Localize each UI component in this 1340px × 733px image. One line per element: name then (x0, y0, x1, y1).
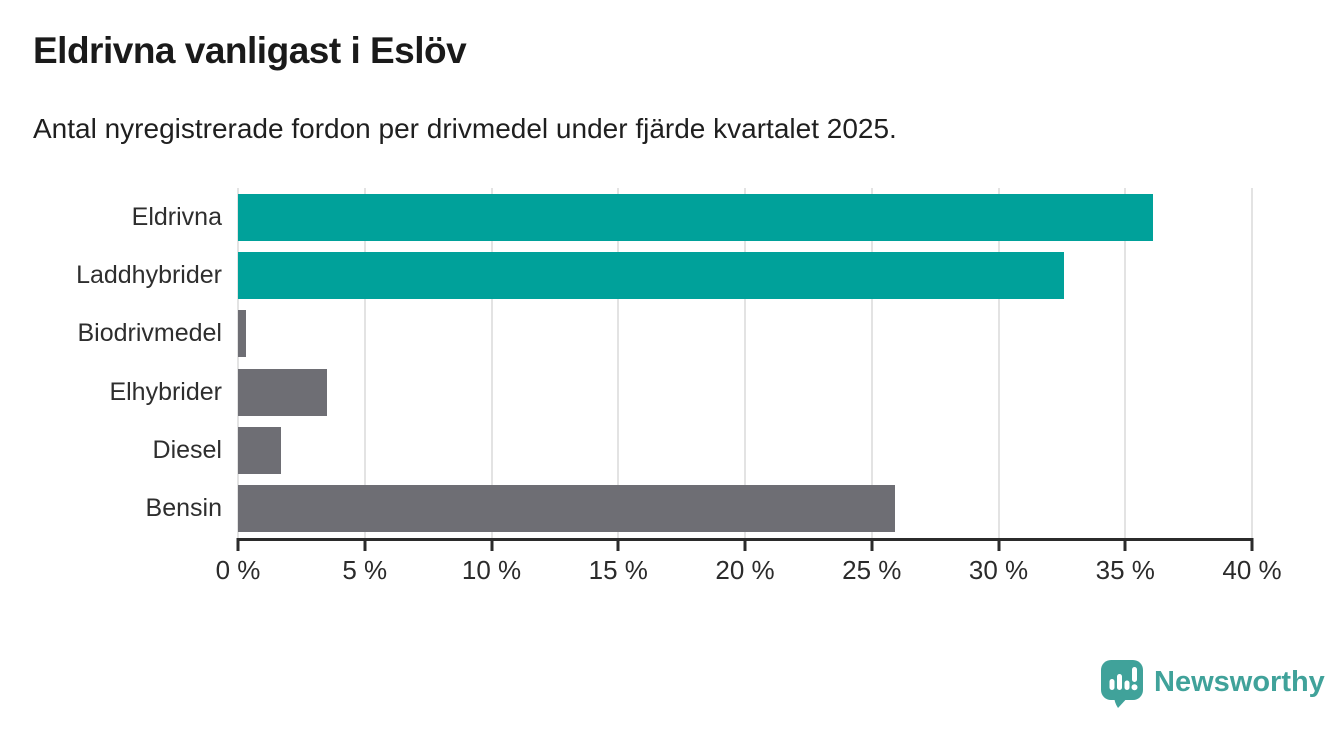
gridline (1251, 188, 1253, 538)
bar-row (238, 305, 1252, 363)
x-axis-tick (743, 538, 747, 551)
bar-laddhybrider (238, 251, 1065, 299)
category-label: Biodrivmedel (77, 319, 222, 348)
x-axis-tick-label: 10 % (461, 555, 522, 585)
x-axis-tick (616, 538, 620, 551)
bar-elhybrider (238, 368, 327, 416)
chart-title: Eldrivna vanligast i Eslöv (33, 30, 467, 71)
x-axis-tick (363, 538, 367, 551)
x-axis-tick-label: 20 % (715, 555, 775, 585)
bar-row (238, 188, 1252, 246)
gridline (1124, 188, 1127, 538)
x-axis-tick-label: 30 % (968, 555, 1029, 585)
gridline (997, 188, 1000, 538)
x-axis-tick-label: 35 % (1095, 555, 1155, 585)
gridline (870, 188, 873, 538)
bar-row (238, 246, 1252, 304)
x-axis-tick (1123, 538, 1127, 551)
x-axis-tick (236, 538, 240, 551)
category-label: Eldrivna (131, 202, 222, 231)
x-axis-tick-label: 15 % (588, 555, 648, 585)
bar-biodrivmedel (238, 310, 246, 358)
x-axis-tick (870, 538, 874, 551)
x-axis-tick (1250, 538, 1254, 551)
category-label: Diesel (152, 435, 222, 464)
bar-diesel (238, 426, 282, 474)
x-axis-tick-label: 40 % (1222, 555, 1282, 585)
category-label: Elhybrider (109, 377, 222, 406)
bar-row (238, 421, 1252, 479)
category-labels: Eldrivna Laddhybrider Biodrivmedel Elhybrid… (0, 188, 222, 538)
x-axis-tick (997, 538, 1000, 551)
gridline (363, 188, 366, 538)
chart-subtitle: Antal nyregistrerade fordon per drivmede… (33, 113, 897, 144)
gridline (617, 188, 620, 538)
gridline (744, 188, 746, 538)
newsworthy-branding: Newsworthy (1100, 659, 1325, 709)
bar-eldrivna (238, 193, 1154, 241)
gridline (490, 188, 493, 538)
bar-row (238, 480, 1252, 538)
plot-area: 0 % 5 % 10 % 15 % 20 % 25 % 30 % 35 % 40 % (216, 188, 1282, 585)
x-axis-tick-label: 5 % (342, 555, 388, 585)
newsworthy-logo-icon (1101, 660, 1143, 708)
gridline (237, 188, 239, 538)
newsworthy-logo-text: Newsworthy (1154, 666, 1325, 698)
x-axis-tick-label: 0 % (215, 555, 261, 585)
bar-row (238, 363, 1252, 421)
x-axis-tick (490, 538, 493, 551)
x-axis-tick-label: 25 % (842, 555, 902, 585)
bar-bensin (238, 485, 895, 533)
category-label: Bensin (145, 494, 222, 523)
category-label: Laddhybrider (76, 260, 222, 289)
